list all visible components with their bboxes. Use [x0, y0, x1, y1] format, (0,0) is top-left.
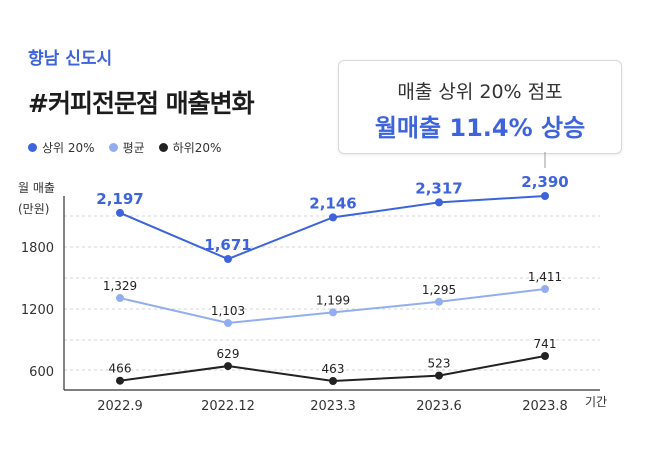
data-label-average-0: 1,329	[103, 279, 137, 293]
point-bottom-3	[435, 371, 443, 380]
point-average-4	[541, 285, 549, 293]
legend-label-bottom: 하위20%	[172, 141, 222, 155]
data-label-average-3: 1,295	[422, 283, 456, 297]
point-bottom-2	[329, 377, 337, 385]
data-label-average-2: 1,199	[316, 293, 350, 307]
data-label-bottom-3: 523	[428, 357, 451, 371]
callout-box: 매출 상위 20% 점포 월매출 11.4% 상승	[338, 60, 622, 154]
legend-dot-top-icon	[28, 143, 37, 152]
data-label-bottom-2: 463	[322, 362, 345, 376]
point-average-1	[224, 319, 232, 327]
y-axis-label-line2: (만원)	[18, 202, 50, 216]
data-label-top-1: 1,671	[204, 236, 251, 254]
legend-dot-average-icon	[108, 143, 118, 152]
point-bottom-4	[541, 352, 549, 360]
point-average-2	[329, 308, 337, 317]
y-axis-label-line1: 월 매출	[18, 181, 55, 195]
legend-label-top: 상위 20%	[42, 141, 95, 155]
data-label-bottom-4: 741	[534, 337, 557, 351]
data-label-top-2: 2,146	[309, 194, 356, 212]
data-label-bottom-1: 629	[217, 347, 240, 361]
x-tick-label-0: 2022.9	[97, 399, 143, 414]
data-label-top-3: 2,317	[415, 179, 462, 197]
x-tick-label-1: 2022.12	[201, 399, 255, 414]
x-tick-label-3: 2023.6	[416, 399, 462, 414]
callout-highlight: 월매출 11.4% 상승	[374, 114, 586, 142]
subtitle: 향남 신도시	[28, 49, 113, 69]
callout-caption: 매출 상위 20% 점포	[397, 81, 563, 103]
legend-dot-bottom-icon	[158, 143, 168, 152]
x-tick-label-4: 2023.8	[522, 399, 568, 414]
point-top-0	[116, 208, 124, 217]
legend-label-average: 평균	[122, 141, 145, 155]
legend-item-top: 상위 20%	[28, 139, 95, 156]
x-axis-label: 기간	[585, 395, 607, 409]
point-bottom-1	[224, 362, 232, 371]
point-top-2	[329, 213, 337, 222]
y-axis-label: 월 매출 (만원)	[18, 178, 55, 220]
legend-item-average: 평균	[108, 139, 145, 156]
x-tick-label-2: 2023.3	[310, 399, 356, 414]
chart-title: #커피전문점 매출변화	[28, 89, 255, 118]
point-top-1	[224, 255, 232, 263]
y-tick-label-0: 600	[29, 365, 54, 380]
data-label-average-1: 1,103	[211, 304, 245, 318]
y-tick-label-2: 1200	[21, 303, 54, 318]
y-tick-label-1: 1800	[21, 241, 54, 256]
point-bottom-0	[116, 376, 124, 385]
data-label-top-0: 2,197	[96, 190, 143, 208]
data-label-bottom-0: 466	[109, 362, 132, 376]
legend-item-bottom: 하위20%	[158, 139, 222, 156]
point-average-0	[116, 294, 124, 303]
data-label-average-4: 1,411	[528, 270, 562, 284]
point-top-3	[435, 198, 443, 207]
point-top-4	[541, 192, 549, 200]
point-average-3	[435, 297, 443, 306]
legend: 상위 20% 평균 하위20%	[28, 139, 221, 156]
data-label-top-4: 2,390	[521, 173, 568, 191]
